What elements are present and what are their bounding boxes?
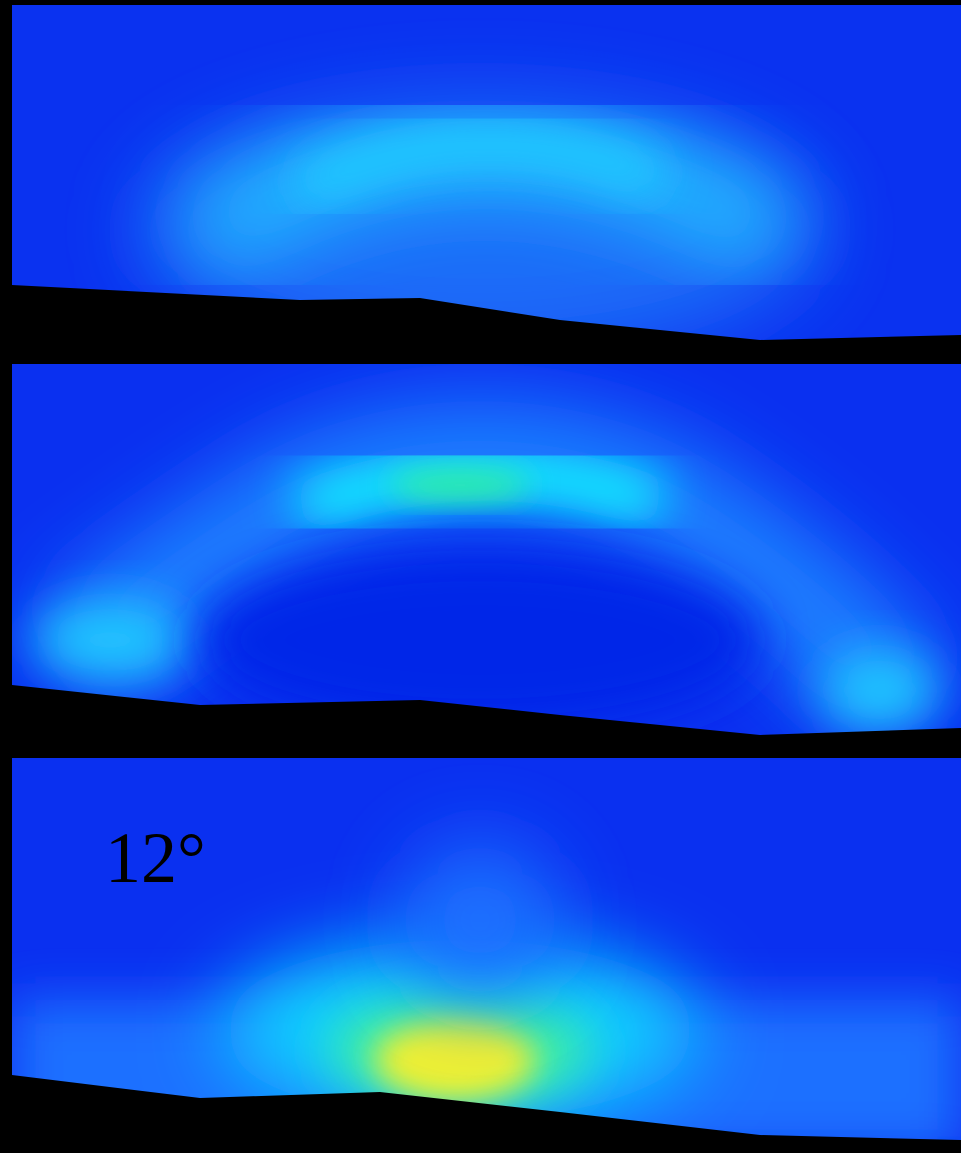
angle-label: 12° [105,818,206,898]
panel-bottom-shadow [12,1075,961,1153]
panel-bottom [12,758,961,1153]
panel-top-shadow [12,285,961,362]
panel-middle [12,364,961,756]
panel-middle-shadow [12,685,961,758]
